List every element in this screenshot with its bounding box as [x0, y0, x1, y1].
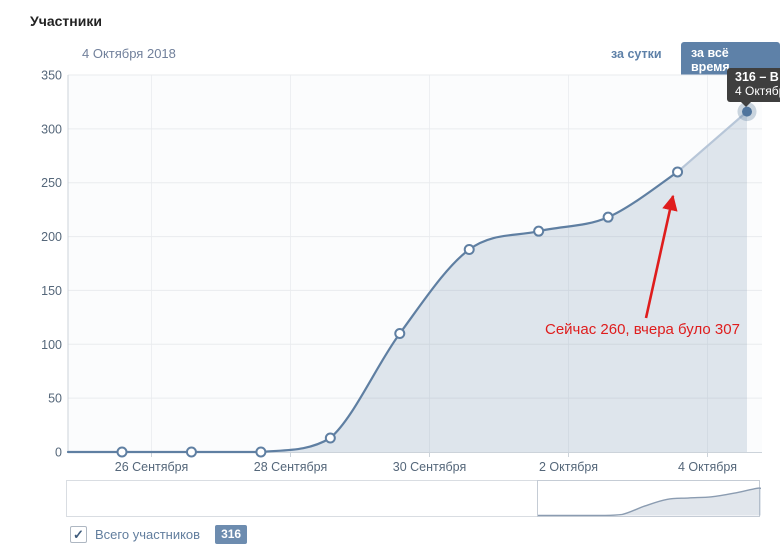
data-point-marker[interactable]	[463, 243, 475, 255]
chart-line	[66, 170, 679, 454]
checkmark-icon: ✓	[73, 527, 84, 542]
x-axis-tick-label: 30 Сентября	[393, 460, 467, 474]
legend-checkbox[interactable]: ✓	[70, 526, 87, 543]
tab-daily[interactable]: за сутки	[611, 47, 662, 61]
x-axis-tick-label: 2 Октября	[539, 460, 598, 474]
y-axis-tick-label: 350	[41, 69, 62, 83]
data-point-marker[interactable]	[116, 446, 128, 458]
chart-line-light-segment	[676, 110, 748, 173]
current-date-label: 4 Октября 2018	[82, 46, 176, 61]
y-axis-tick-label: 200	[41, 230, 62, 244]
tooltip-value: 316 – В	[735, 70, 779, 84]
x-axis-tick-label: 26 Сентября	[115, 460, 189, 474]
data-point-marker[interactable]	[533, 225, 545, 237]
mini-chart-area	[538, 488, 761, 516]
x-axis-tick-label: 4 Октября	[678, 460, 737, 474]
final-data-point[interactable]	[742, 106, 752, 117]
mini-chart-line	[538, 487, 762, 516]
legend-label[interactable]: Всего участников	[95, 527, 201, 542]
y-axis-tick-label: 150	[41, 284, 62, 298]
chart-area	[68, 111, 747, 452]
chart-tooltip: 316 – В 4 Октябр	[727, 68, 780, 107]
x-axis-tick-label: 28 Сентября	[254, 460, 328, 474]
y-axis-tick-label: 50	[48, 392, 62, 406]
data-point-marker[interactable]	[185, 446, 197, 458]
data-point-marker[interactable]	[324, 432, 336, 444]
data-point-marker[interactable]	[602, 211, 614, 223]
annotation-arrow	[644, 194, 678, 319]
y-axis-tick-label: 100	[41, 338, 62, 352]
navigator-window[interactable]	[537, 480, 762, 517]
y-axis-tick-label: 0	[55, 446, 62, 460]
y-axis-tick-label: 300	[41, 122, 62, 136]
y-axis-tick-label: 250	[41, 176, 62, 190]
navigator-mini-chart	[538, 487, 762, 516]
count-badge: 316	[215, 525, 248, 544]
range-navigator[interactable]	[66, 480, 762, 517]
data-point-marker[interactable]	[255, 446, 267, 458]
legend-row: ✓ Всего участников 316	[70, 525, 248, 544]
page-title: Участники	[30, 13, 102, 29]
annotation-text: Сейчас 260, вчера було 307	[545, 321, 740, 338]
data-point-marker[interactable]	[672, 166, 684, 178]
data-point-marker[interactable]	[394, 328, 406, 340]
plot-background	[68, 75, 762, 452]
tooltip-date: 4 Октябр	[735, 83, 780, 98]
